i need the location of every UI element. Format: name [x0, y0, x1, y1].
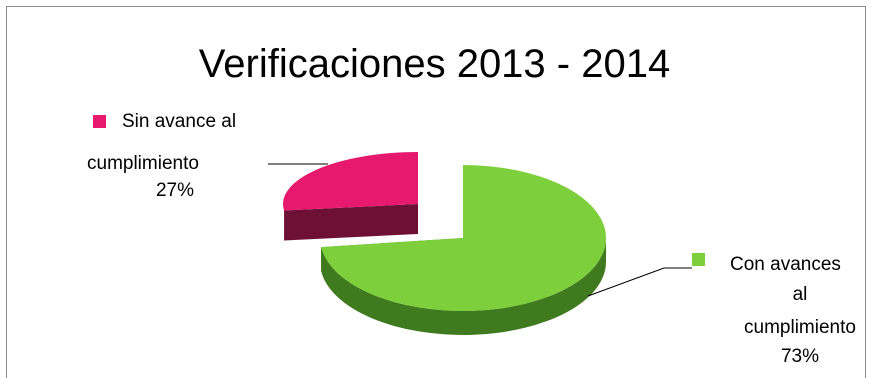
- slice-sin-avance-top: [283, 152, 418, 211]
- slice-con-avances-top: [321, 165, 607, 311]
- slice-con-avances: [321, 165, 607, 335]
- leader-line-con-avances: [587, 267, 692, 297]
- legend-swatch-con-avances: [692, 253, 705, 266]
- slice-label-con-avances-line2: al: [793, 284, 808, 305]
- slice-label-sin-avance-line1: Sin avance al: [122, 111, 236, 132]
- slice-label-sin-avance-line2: cumplimiento: [87, 153, 199, 174]
- slice-label-con-avances-line1: Con avances: [730, 254, 841, 275]
- slice-sin-avance: [283, 152, 418, 241]
- slice-percent-sin-avance: 27%: [156, 180, 194, 201]
- slice-percent-con-avances: 73%: [781, 346, 819, 367]
- chart-title: Verificaciones 2013 - 2014: [198, 42, 671, 86]
- slice-con-avances-side: [321, 238, 606, 335]
- legend-swatch-sin-avance: [93, 115, 106, 128]
- slice-label-con-avances-line3: cumplimiento: [744, 317, 856, 338]
- slice-sin-avance-face-0: [284, 204, 418, 241]
- pie-slices: [283, 152, 607, 335]
